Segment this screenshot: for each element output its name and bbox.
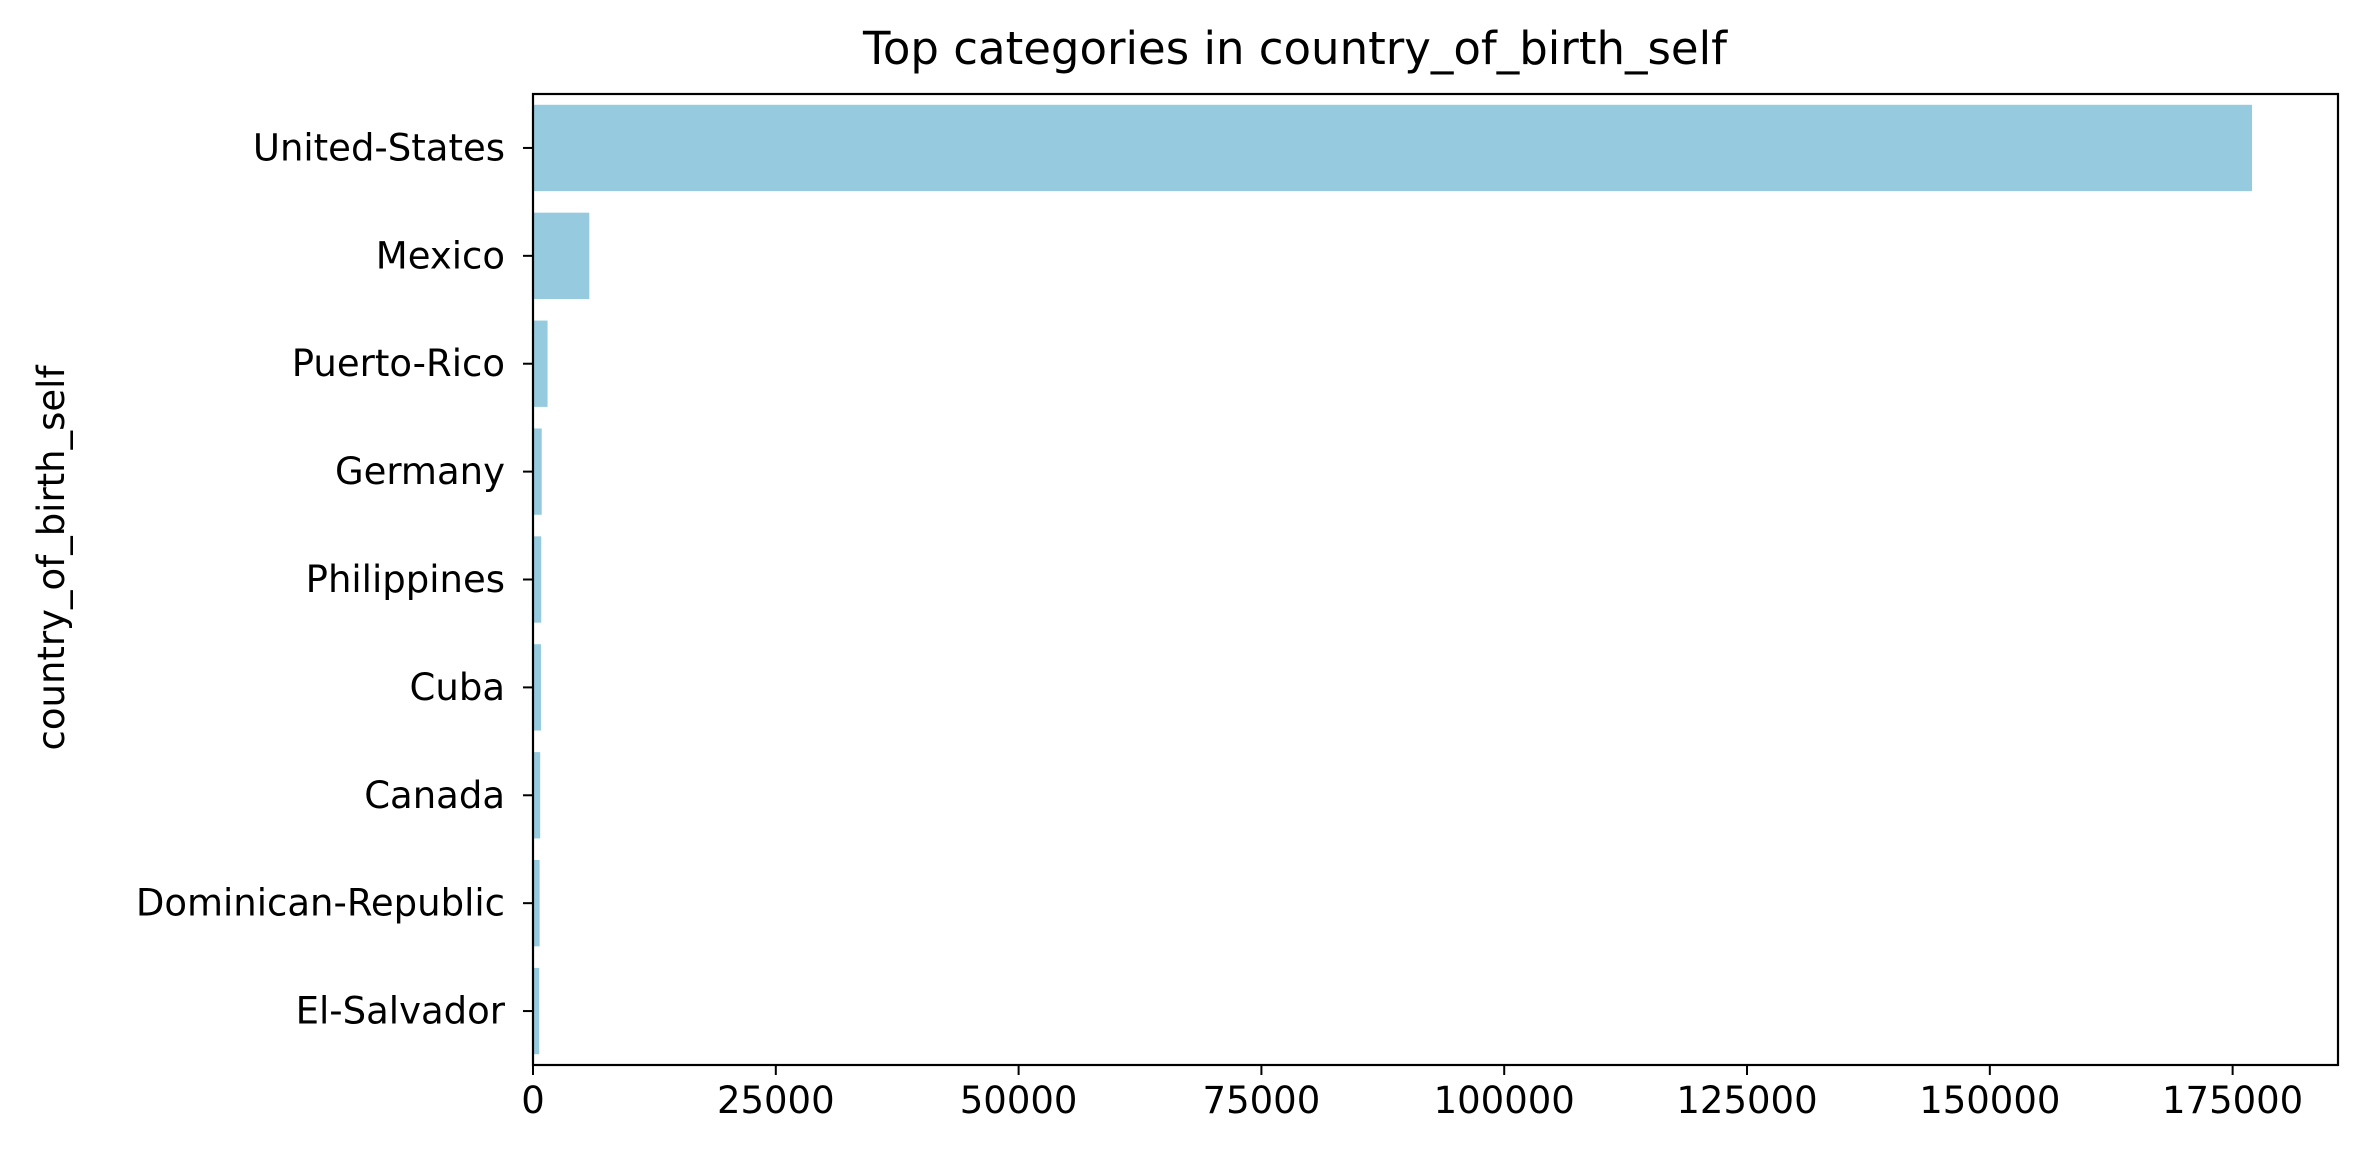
- bar: [533, 860, 540, 947]
- y-tick-label: Cuba: [410, 666, 505, 709]
- x-tick-label: 150000: [1919, 1079, 2060, 1122]
- y-tick-label: Germany: [335, 450, 505, 493]
- y-axis-ticks: United-States Mexico Puerto-Rico Germany Phi…: [136, 126, 533, 1033]
- bar: [533, 212, 590, 299]
- x-tick-label: 50000: [960, 1079, 1078, 1122]
- bar: [533, 104, 2253, 192]
- y-tick-label: Philippines: [306, 558, 505, 601]
- y-tick-label: Mexico: [376, 234, 505, 277]
- bar: [533, 644, 541, 731]
- y-tick-label: El-Salvador: [296, 990, 506, 1033]
- bar: [533, 752, 541, 839]
- x-tick-label: 25000: [717, 1079, 835, 1122]
- bars-group: [533, 104, 2253, 1055]
- y-tick-label: United-States: [253, 126, 505, 169]
- y-tick-label: Puerto-Rico: [292, 342, 505, 385]
- bar: [533, 320, 548, 407]
- chart-title: Top categories in country_of_birth_self: [862, 22, 1728, 75]
- y-tick-label: Canada: [364, 774, 505, 817]
- y-tick-label: Dominican-Republic: [136, 882, 505, 925]
- x-tick-label: 75000: [1203, 1079, 1321, 1122]
- x-axis-ticks: 0 25000 50000 75000 100000 125000 150000 175000: [521, 1065, 2303, 1122]
- plot-frame: [531, 92, 2340, 1067]
- x-tick-label: 0: [521, 1079, 545, 1122]
- bar: [533, 536, 542, 623]
- bar: [533, 967, 540, 1055]
- bar: [533, 428, 542, 515]
- x-tick-label: 100000: [1434, 1079, 1575, 1122]
- y-axis-label: country_of_birth_self: [30, 365, 73, 751]
- x-tick-label: 125000: [1676, 1079, 1817, 1122]
- x-tick-label: 175000: [2162, 1079, 2303, 1122]
